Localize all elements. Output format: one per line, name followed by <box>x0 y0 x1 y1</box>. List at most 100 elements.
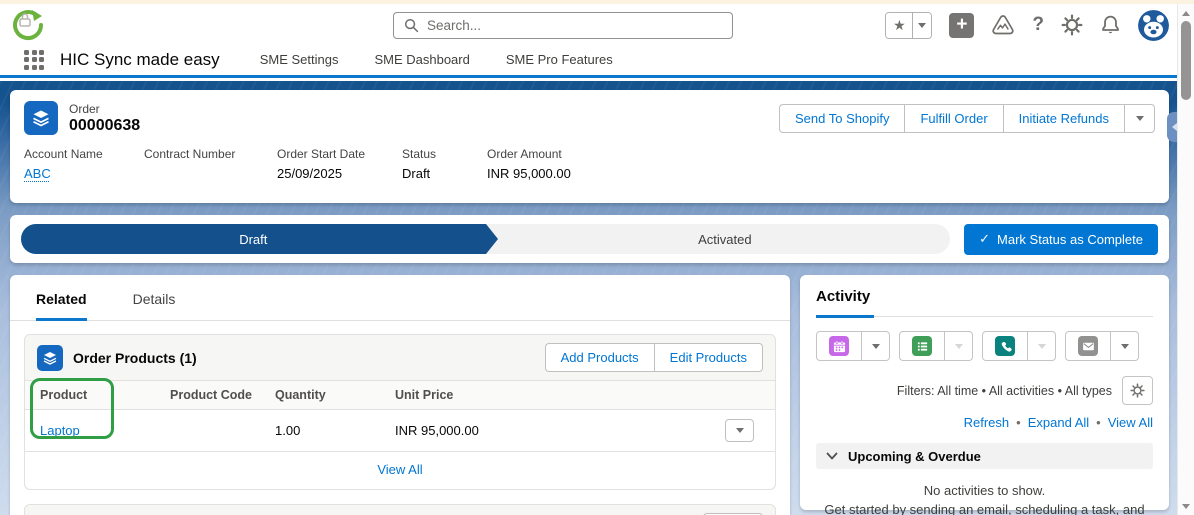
path-stage-activated[interactable]: Activated <box>485 224 951 254</box>
help-icon[interactable]: ? <box>1032 14 1044 35</box>
favorites-dropdown[interactable] <box>912 12 932 38</box>
send-to-shopify-button[interactable]: Send To Shopify <box>779 103 905 133</box>
column-header-product[interactable]: Product <box>25 380 160 410</box>
app-nav-bar: HIC Sync made easy SME Settings SME Dash… <box>0 46 1177 78</box>
vertical-scrollbar[interactable] <box>1177 4 1194 515</box>
status-path: Draft Activated <box>21 224 951 254</box>
task-checklist-icon <box>912 336 932 356</box>
product-link-laptop[interactable]: Laptop <box>40 423 80 438</box>
status-value: Draft <box>402 166 431 181</box>
bullet-separator: • <box>1096 415 1101 430</box>
new-task-dropdown <box>945 331 973 361</box>
new-event-dropdown[interactable] <box>862 331 890 361</box>
column-header-product-code[interactable]: Product Code <box>160 380 265 410</box>
view-all-activity-link[interactable]: View All <box>1107 415 1153 430</box>
more-actions-dropdown[interactable] <box>1124 103 1155 133</box>
order-products-icon <box>37 344 63 371</box>
nav-tab-sme-dashboard[interactable]: SME Dashboard <box>374 52 470 67</box>
trailhead-icon[interactable] <box>991 14 1015 36</box>
mark-status-complete-button[interactable]: ✓ Mark Status as Complete <box>964 223 1158 255</box>
chevron-down-icon <box>826 452 838 459</box>
new-event-button[interactable] <box>816 331 862 361</box>
activity-composer <box>816 331 1153 361</box>
log-call-dropdown <box>1028 331 1056 361</box>
quick-create-icon[interactable]: + <box>949 12 975 38</box>
activity-filters-text: Filters: All time • All activities • All… <box>896 383 1112 398</box>
view-all-link[interactable]: View All <box>377 462 423 477</box>
company-logo-sync-icon[interactable] <box>10 7 46 43</box>
order-amount-value: INR 95,000.00 <box>487 166 571 181</box>
unit-price-cell: INR 95,000.00 <box>385 409 715 451</box>
activity-filter-gear-button[interactable] <box>1122 376 1153 405</box>
setup-gear-icon[interactable] <box>1061 14 1083 36</box>
activity-title: Activity <box>816 288 871 305</box>
email-button[interactable] <box>1065 331 1111 361</box>
scrollbar-down-arrow[interactable] <box>1178 499 1194 513</box>
column-header-quantity[interactable]: Quantity <box>265 380 385 410</box>
nav-tab-sme-settings[interactable]: SME Settings <box>259 52 339 67</box>
user-avatar[interactable] <box>1138 9 1169 41</box>
path-card: Draft Activated ✓ Mark Status as Complet… <box>10 215 1169 263</box>
global-search[interactable] <box>393 12 733 39</box>
search-icon <box>404 18 419 33</box>
get-started-hint: Get started by sending an email, schedul… <box>824 501 1145 515</box>
global-header: ★ + ? <box>0 4 1177 46</box>
phone-icon <box>995 336 1015 356</box>
app-launcher-icon[interactable] <box>24 49 44 70</box>
scrollbar-thumb[interactable] <box>1181 21 1191 100</box>
field-label-contract-number: Contract Number <box>144 147 236 161</box>
arrow-left-icon <box>1171 123 1177 131</box>
refresh-link[interactable]: Refresh <box>963 415 1010 430</box>
initiate-refunds-button[interactable]: Initiate Refunds <box>1002 103 1124 133</box>
favorites-control: ★ <box>885 11 933 39</box>
record-tabs: Related Details <box>10 275 790 321</box>
product-code-cell <box>160 409 265 451</box>
order-products-card: Order Products (1) Add Products Edit Pro… <box>24 334 776 490</box>
order-products-table: Product Product Code Quantity Unit Price… <box>25 380 775 451</box>
scrollbar-up-arrow[interactable] <box>1178 6 1194 20</box>
calendar-event-icon <box>829 336 849 356</box>
expand-all-link[interactable]: Expand All <box>1027 415 1090 430</box>
page-content: Order 00000638 Send To Shopify Fulfill O… <box>0 81 1177 515</box>
tab-related[interactable]: Related <box>36 291 87 321</box>
path-stage-draft[interactable]: Draft <box>21 224 498 254</box>
top-edge-strip <box>0 0 1194 4</box>
row-actions-dropdown[interactable] <box>725 419 754 442</box>
email-dropdown[interactable] <box>1111 331 1139 361</box>
record-actions: Send To Shopify Fulfill Order Initiate R… <box>779 103 1155 133</box>
nav-tab-sme-pro-features[interactable]: SME Pro Features <box>505 52 613 67</box>
search-input[interactable] <box>427 18 722 33</box>
edit-products-button[interactable]: Edit Products <box>653 343 763 372</box>
upcoming-overdue-section[interactable]: Upcoming & Overdue <box>816 443 1153 469</box>
favorite-star-icon[interactable]: ★ <box>886 12 913 38</box>
tab-details[interactable]: Details <box>132 291 176 307</box>
field-label-status: Status <box>402 147 437 161</box>
account-name-link[interactable]: ABC <box>24 166 51 181</box>
order-entity-icon <box>24 101 58 135</box>
new-task-button[interactable] <box>899 331 945 361</box>
related-panel: Related Details Order Products (1) Add P… <box>10 275 790 515</box>
bullet-separator: • <box>1016 415 1021 430</box>
app-name: HIC Sync made easy <box>60 49 220 69</box>
field-label-order-start-date: Order Start Date <box>277 147 366 161</box>
upcoming-overdue-label: Upcoming & Overdue <box>848 448 981 464</box>
quantity-cell: 1.00 <box>265 409 385 451</box>
column-header-unit-price[interactable]: Unit Price <box>385 380 715 410</box>
email-envelope-icon <box>1078 336 1098 356</box>
no-activities-text: No activities to show. <box>923 483 1046 498</box>
field-label-account-name: Account Name <box>24 147 103 161</box>
notifications-bell-icon[interactable] <box>1100 14 1121 36</box>
entity-label: Order <box>69 101 100 116</box>
gear-icon <box>1130 383 1145 398</box>
fulfill-order-button[interactable]: Fulfill Order <box>904 103 1003 133</box>
order-start-date-value: 25/09/2025 <box>277 166 343 181</box>
log-call-button[interactable] <box>982 331 1028 361</box>
record-number: 00000638 <box>69 116 141 134</box>
activity-panel: Activity <box>800 275 1169 515</box>
check-icon: ✓ <box>979 231 991 246</box>
order-products-title: Order Products (1) <box>73 349 197 366</box>
table-row: Laptop 1.00 INR 95,000.00 <box>25 409 775 451</box>
refunds-card: Refunds (0) New <box>24 504 776 515</box>
add-products-button[interactable]: Add Products <box>544 343 654 372</box>
